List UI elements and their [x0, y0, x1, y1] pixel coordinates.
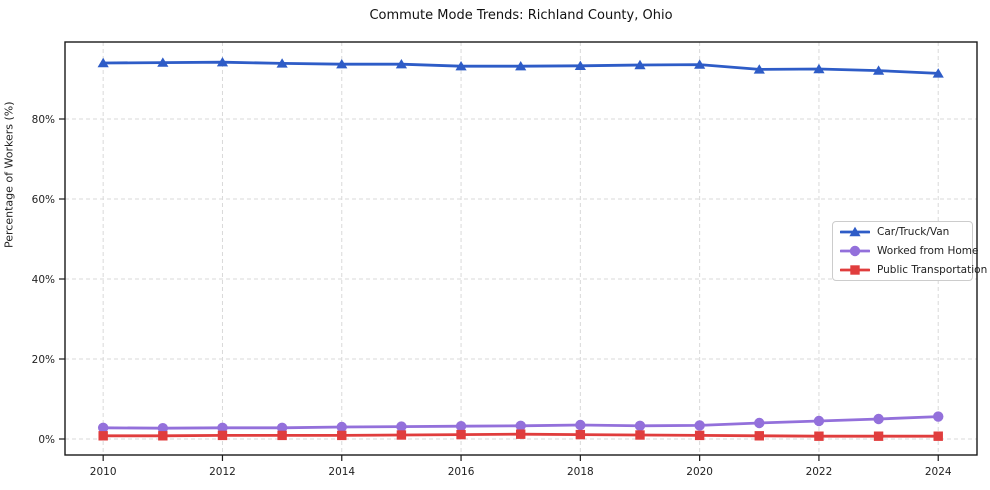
- data-point-marker: [753, 64, 765, 74]
- data-point-marker: [872, 65, 885, 75]
- data-point-marker: [337, 430, 347, 441]
- data-point-marker: [455, 61, 467, 71]
- data-point-marker: [694, 59, 706, 69]
- data-point-marker: [158, 431, 168, 441]
- legend-label: Car/Truck/Van: [877, 226, 950, 239]
- data-point-marker: [873, 431, 884, 441]
- x-tick-label: 2012: [209, 466, 236, 478]
- data-point-marker: [516, 429, 526, 439]
- data-point-marker: [98, 431, 108, 441]
- data-point-marker: [933, 431, 943, 441]
- data-point-marker: [97, 422, 109, 433]
- legend-marker: [849, 245, 861, 257]
- data-point-marker: [515, 420, 526, 431]
- data-point-marker: [932, 68, 944, 78]
- data-point-marker: [754, 431, 764, 441]
- square-marker-icon: [840, 264, 870, 275]
- data-point-marker: [694, 430, 705, 441]
- data-point-marker: [217, 422, 228, 433]
- data-point-marker: [157, 57, 169, 67]
- x-tick-label: 2016: [448, 466, 475, 478]
- y-tick-label: 40%: [32, 274, 55, 286]
- data-point-marker: [873, 413, 884, 425]
- data-point-marker: [575, 429, 586, 440]
- data-point-marker: [216, 57, 229, 67]
- data-point-marker: [396, 430, 407, 440]
- data-point-marker: [396, 421, 407, 432]
- chart-title: Commute Mode Trends: Richland County, Oh…: [369, 8, 673, 23]
- data-point-marker: [336, 59, 348, 69]
- legend-item-worked-from-home: Worked from Home: [833, 243, 978, 260]
- data-point-marker: [814, 431, 824, 441]
- plot-border: [64, 41, 978, 456]
- y-tick-label: 60%: [32, 194, 55, 206]
- data-point-marker: [336, 421, 347, 433]
- data-point-marker: [813, 415, 825, 427]
- data-point-marker: [276, 422, 288, 433]
- x-tick-label: 2020: [686, 466, 713, 478]
- legend-marker: [849, 227, 861, 237]
- legend-label: Worked from Home: [877, 245, 979, 257]
- data-point-marker: [635, 430, 645, 440]
- y-tick-label: 20%: [32, 354, 55, 366]
- legend-item-car-truck-van: Car/Truck/Van: [833, 224, 972, 241]
- x-tick-label: 2018: [567, 466, 594, 478]
- legend-label: Public Transportation: [877, 263, 988, 276]
- data-point-marker: [217, 430, 228, 441]
- data-point-marker: [574, 60, 586, 70]
- data-point-marker: [157, 423, 169, 434]
- data-point-marker: [277, 430, 287, 441]
- y-tick-label: 80%: [32, 114, 55, 126]
- legend: Car/Truck/Van Worked from Home Public Tr…: [832, 221, 987, 281]
- circle-marker-icon: [840, 245, 870, 257]
- data-point-marker: [634, 59, 646, 70]
- data-point-marker: [694, 420, 705, 431]
- legend-marker: [850, 264, 860, 275]
- legend-item-public-transportation: Public Transportation: [833, 261, 987, 278]
- x-tick-label: 2022: [806, 466, 833, 478]
- data-point-marker: [455, 421, 467, 432]
- data-point-marker: [813, 63, 825, 74]
- x-tick-label: 2010: [90, 466, 117, 478]
- x-tick-label: 2014: [328, 466, 355, 478]
- x-tick-label: 2024: [925, 466, 952, 478]
- data-point-marker: [575, 419, 586, 431]
- data-point-marker: [634, 420, 646, 431]
- data-point-marker: [97, 57, 109, 68]
- triangle-marker-icon: [840, 227, 870, 237]
- data-point-marker: [276, 58, 288, 68]
- data-point-marker: [395, 59, 408, 69]
- y-tick-label: 0%: [38, 434, 55, 446]
- data-point-marker: [754, 417, 765, 429]
- data-point-marker: [933, 411, 944, 422]
- data-point-marker: [515, 61, 527, 71]
- data-point-marker: [456, 429, 466, 440]
